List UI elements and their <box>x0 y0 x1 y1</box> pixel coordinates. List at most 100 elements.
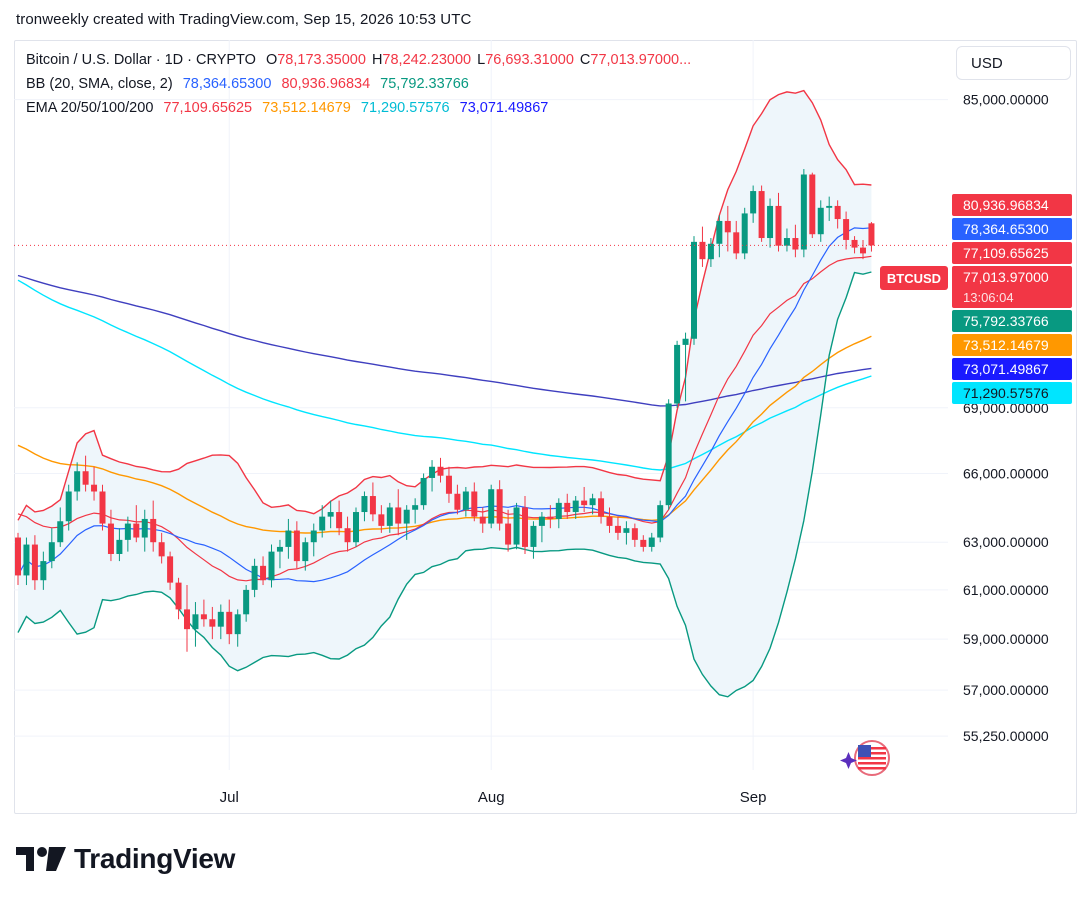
candle-body <box>175 582 182 610</box>
candle-body <box>631 528 638 540</box>
candle-body <box>158 542 165 557</box>
candle-body <box>369 496 376 515</box>
candle-body <box>293 530 300 562</box>
candle-body <box>378 514 385 526</box>
symbol-legend: Bitcoin / U.S. Dollar · 1D · CRYPTO O78,… <box>26 52 703 68</box>
candle-body <box>522 507 528 547</box>
price-label-text: 71,290.57576 <box>963 385 1049 401</box>
candle-body <box>589 498 596 506</box>
candle-body <box>834 205 841 220</box>
candle-body <box>133 523 140 538</box>
price-label-text: 75,792.33766 <box>963 313 1049 329</box>
candle-body <box>226 611 233 635</box>
candle-body <box>420 477 427 506</box>
candle-body <box>243 589 250 615</box>
symbol-tag: BTCUSD <box>887 271 941 286</box>
candle-body <box>775 205 782 246</box>
candle-body <box>65 491 72 522</box>
ohlc-high: H78,242.23000 <box>371 52 472 68</box>
candle-body <box>260 565 267 581</box>
tradingview-wordmark: TradingView <box>74 843 236 874</box>
bb-lower-line <box>17 271 872 698</box>
candle-body <box>353 512 359 543</box>
ema20-value: 77,109.65625 <box>163 100 253 116</box>
candle-body <box>344 528 351 543</box>
candle-body <box>623 528 630 533</box>
price-axis-label: 77,109.65625 <box>952 242 1072 264</box>
bb-legend[interactable]: BB (20, SMA, close, 2) 78,364.65300 80,9… <box>26 76 475 92</box>
candle-body <box>564 502 571 513</box>
candle-body <box>707 243 714 260</box>
tradingview-logo[interactable]: TradingView <box>16 843 235 875</box>
candle-body <box>750 191 757 214</box>
price-label-bg <box>952 218 1072 240</box>
ohlc-low: L76,693.31000 <box>477 52 574 68</box>
candle-body <box>555 502 562 519</box>
candle-body <box>758 191 765 239</box>
candle-body <box>826 205 833 208</box>
price-axis-label: 78,364.65300 <box>952 218 1072 240</box>
sparkle-icon <box>840 752 857 769</box>
ohlc-values: O78,173.35000 H78,242.23000 L76,693.31000 C… <box>266 52 697 68</box>
bb-upper-line <box>17 89 872 521</box>
candle-body <box>505 523 512 545</box>
candle-body <box>107 523 114 554</box>
price-axis-label: 71,290.57576 <box>952 382 1072 404</box>
candle-body <box>648 537 655 547</box>
candle-body <box>184 609 190 630</box>
candle-body <box>141 518 148 538</box>
ema-legend[interactable]: EMA 20/50/100/200 77,109.65625 73,512.14… <box>26 100 554 116</box>
ema200-value: 73,071.49867 <box>459 100 549 116</box>
ema20-line <box>17 255 872 582</box>
price-label-text: 73,512.14679 <box>963 337 1049 353</box>
bb-label: BB (20, SMA, close, 2) <box>26 76 173 92</box>
candle-body <box>395 507 402 524</box>
candle-body <box>192 614 199 630</box>
price-axis-tick: 85,000.00000 <box>963 92 1049 108</box>
price-label-bg <box>952 334 1072 356</box>
candle-body <box>200 614 207 620</box>
time-axis-label: Sep <box>740 789 767 806</box>
candle-body <box>665 403 672 506</box>
candle-body <box>150 518 157 543</box>
candle-body <box>251 565 258 590</box>
candle-body <box>15 537 21 576</box>
candle-body <box>657 505 664 538</box>
candle-body <box>74 471 81 492</box>
price-label-text: 77,109.65625 <box>963 245 1049 261</box>
candle-body <box>496 489 503 524</box>
candle-body <box>572 500 579 513</box>
candle-body <box>488 489 495 524</box>
candle-body <box>598 498 605 517</box>
price-axis-label: 73,071.49867 <box>952 358 1072 380</box>
price-label-text: 80,936.96834 <box>963 197 1049 213</box>
candle-body <box>868 223 875 246</box>
candle-body <box>319 516 326 531</box>
candle-body <box>57 521 64 543</box>
candle-body <box>310 530 317 543</box>
chart-header: tronweekly created with TradingView.com,… <box>16 11 472 28</box>
candle-body <box>48 542 55 562</box>
candle-body <box>217 611 224 627</box>
candle-body <box>302 542 309 562</box>
price-label-bg <box>952 382 1072 404</box>
price-axis-tick: 59,000.00000 <box>963 631 1049 647</box>
currency-button[interactable]: USD <box>956 46 1071 80</box>
candle-body <box>327 512 334 517</box>
candle-body <box>843 219 850 240</box>
price-axis-label: 75,792.33766 <box>952 310 1072 332</box>
candle-body <box>462 491 469 510</box>
candle-body <box>454 493 461 510</box>
candle-body <box>767 205 774 239</box>
candle-body <box>724 220 731 233</box>
price-axis-label: 73,512.14679 <box>952 334 1072 356</box>
ohlc-open: O78,173.35000 <box>265 52 366 68</box>
bb-fill <box>18 90 872 697</box>
ema100-value: 71,290.57576 <box>360 100 450 116</box>
ema200-line <box>17 274 872 407</box>
symbol-title: Bitcoin / U.S. Dollar · 1D · CRYPTO <box>26 52 256 68</box>
candle-body <box>209 619 216 627</box>
candle-body <box>860 247 866 254</box>
candle-body <box>99 491 106 524</box>
